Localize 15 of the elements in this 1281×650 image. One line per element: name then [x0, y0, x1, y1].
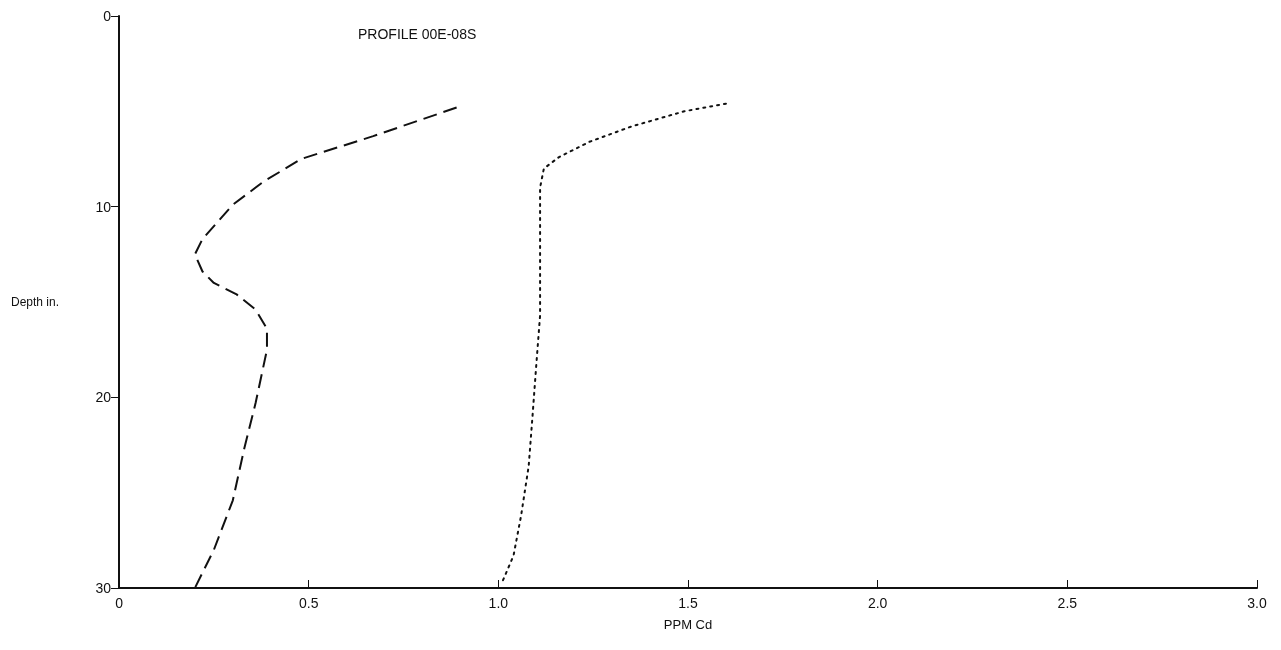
y-tick-label: 0	[103, 8, 112, 24]
x-tick-label: 1.0	[488, 595, 509, 611]
x-tick-label: 2.5	[1057, 595, 1078, 611]
line-series	[501, 102, 727, 584]
x-tick-label: 0	[115, 595, 124, 611]
y-tick-label: 10	[95, 198, 112, 215]
x-tick-label: 1.5	[678, 595, 698, 611]
y-axis-title: Depth in.	[11, 295, 60, 309]
x-tick-label: 3.0	[1247, 595, 1267, 611]
x-tick-label: 0.5	[298, 595, 319, 611]
text: PROFILE 00E-08S	[358, 26, 477, 42]
y-tick-label: 20	[95, 389, 112, 406]
x-axis-title: PPM Cd	[663, 617, 713, 632]
x-tick-label: 2.0	[867, 595, 888, 611]
y-tick-label: 30	[95, 580, 112, 596]
